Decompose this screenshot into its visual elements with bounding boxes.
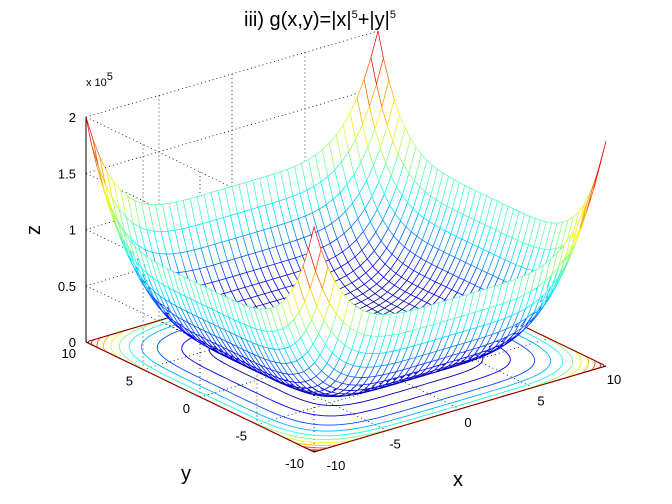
chart-title: iii) g(x,y)=|x|5+|y|5 [244, 9, 396, 31]
surface-mesh [85, 30, 607, 398]
y-tick-label: -5 [235, 429, 247, 444]
y-tick-label: 0 [183, 401, 190, 416]
surface-cell [593, 140, 607, 190]
x-tick-label: 5 [537, 394, 544, 409]
grid-line [85, 30, 379, 118]
x-tick-label: 10 [607, 372, 621, 387]
x-axis-label: x [453, 469, 463, 491]
x-tick-label: -5 [389, 437, 401, 452]
surface-cell [92, 139, 106, 185]
grid-line [85, 86, 379, 174]
z-axis-label: z [23, 225, 45, 235]
z-tick-label: 0.5 [58, 279, 76, 294]
y-axis-label: y [181, 463, 191, 485]
y-tick-label: 5 [126, 374, 133, 389]
y-tick-label: -10 [285, 456, 304, 471]
surface-cell [85, 116, 99, 167]
x-tick-label: -10 [327, 458, 346, 473]
z-tick-label: 1 [69, 223, 76, 238]
z-tick-label: 1.5 [58, 166, 76, 181]
x-tick-label: 0 [464, 415, 471, 430]
z-tick-label: 0 [69, 335, 76, 350]
z-tick-label: 2 [69, 110, 76, 125]
z-scale-label: x 105 [86, 71, 113, 89]
y-tick-label: 10 [62, 346, 76, 361]
